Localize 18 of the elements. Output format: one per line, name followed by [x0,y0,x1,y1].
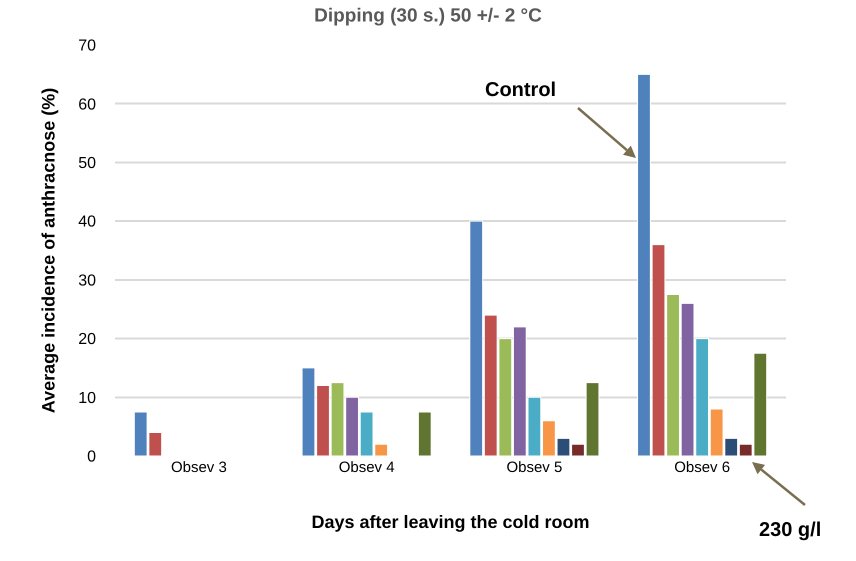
x-axis-title: Days after leaving the cold room [311,512,590,532]
x-tick-label: Obsev 6 [674,459,730,476]
y-tick-label: 30 [78,272,96,290]
x-tick-label: Obsev 5 [506,459,562,476]
x-tick-label: Obsev 3 [170,459,227,476]
y-tick-label: 40 [78,214,96,231]
y-tick-label: 10 [78,390,96,407]
y-tick-label: 70 [78,38,96,55]
chart-title: Dipping (30 s.) 50 +/- 2 °C [314,6,542,27]
x-tick-label: Obsev 4 [338,459,395,476]
y-tick-label: 60 [78,96,96,114]
annotation: Control [485,79,556,101]
y-tick-label: 50 [78,155,96,172]
y-tick-label: 0 [87,448,96,466]
y-tick-label: 20 [78,331,96,348]
y-axis-title: Average incidence of anthracnose (%) [38,88,58,414]
text: 230 g/l [759,519,822,541]
bar [418,411,432,456]
